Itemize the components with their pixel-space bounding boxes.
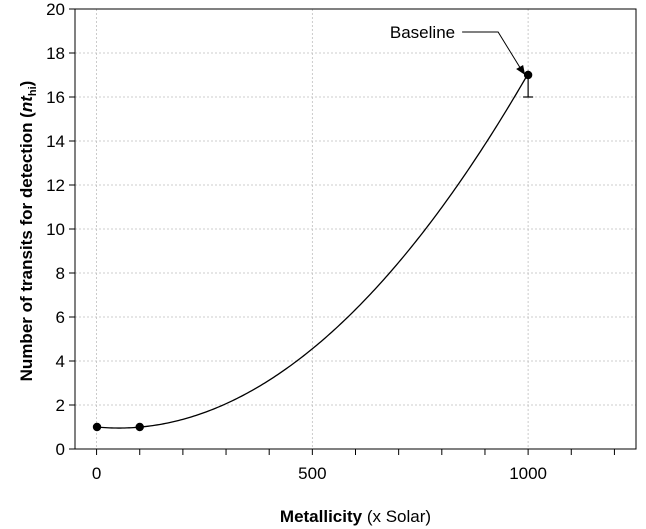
tick-labels: 0 2 4 6 8 10 12 14 16 18 20 0 500 1000 — [46, 0, 547, 483]
ticks — [69, 8, 615, 455]
x-tick-label: 500 — [298, 464, 326, 483]
y-tick-label: 6 — [56, 308, 65, 327]
y-tick-label: 2 — [56, 396, 65, 415]
y-tick-label: 18 — [46, 44, 65, 63]
data-point — [135, 422, 144, 432]
y-tick-label: 12 — [46, 176, 65, 195]
y-axis-title-var: nt — [17, 95, 36, 112]
y-axis-title-sub: hi — [27, 86, 39, 96]
y-tick-label: 4 — [56, 352, 65, 371]
annotation-label: Baseline — [390, 23, 455, 42]
trendline — [96, 73, 529, 429]
y-tick-label: 10 — [46, 220, 65, 239]
data-point — [523, 70, 533, 80]
y-tick-label: 16 — [46, 88, 65, 107]
y-tick-label: 8 — [56, 264, 65, 283]
data-point — [92, 422, 102, 432]
y-axis-title-main: Number of transits for detection ( — [17, 112, 36, 382]
annotations: Baseline — [390, 23, 526, 75]
x-axis-title: Metallicity (x Solar) — [280, 507, 431, 526]
x-tick-label: 0 — [92, 464, 101, 483]
y-tick-label: 14 — [46, 132, 65, 151]
y-axis-title-close: ) — [17, 81, 36, 87]
x-axis-title-rest: (x Solar) — [362, 507, 431, 526]
x-tick-label: 1000 — [509, 464, 547, 483]
annotation-arrow — [462, 31, 523, 72]
y-tick-label: 20 — [46, 0, 65, 19]
data-points — [92, 70, 533, 432]
annotation-arrowhead — [516, 65, 526, 75]
x-axis-title-bold: Metallicity — [280, 507, 363, 526]
y-tick-label: 0 — [56, 440, 65, 459]
y-axis-title: Number of transits for detection (nthi) — [17, 81, 39, 382]
grid — [75, 8, 636, 450]
